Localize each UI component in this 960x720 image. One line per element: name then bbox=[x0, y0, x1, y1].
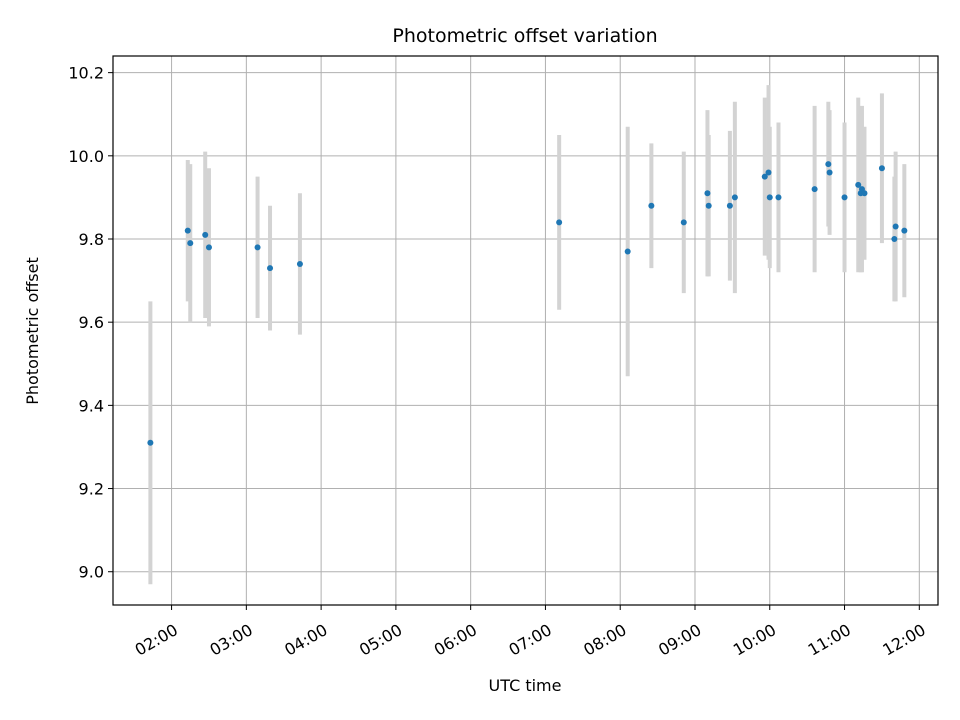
data-point bbox=[187, 240, 194, 247]
x-tick-label: 07:00 bbox=[506, 620, 555, 660]
data-point bbox=[648, 202, 655, 209]
data-point bbox=[826, 169, 833, 176]
data-point bbox=[841, 194, 848, 201]
y-tick-label: 10.2 bbox=[68, 64, 104, 83]
data-point bbox=[205, 244, 212, 251]
plot-frame bbox=[112, 55, 939, 606]
data-point bbox=[184, 227, 191, 234]
data-point bbox=[891, 236, 898, 242]
data-point bbox=[761, 173, 768, 180]
data-point bbox=[147, 439, 154, 446]
data-point bbox=[892, 223, 899, 230]
error-bars bbox=[148, 85, 907, 585]
data-point bbox=[267, 265, 274, 272]
data-point bbox=[704, 190, 711, 197]
data-point bbox=[731, 194, 738, 201]
data-point bbox=[861, 190, 868, 197]
x-tick-label: 11:00 bbox=[805, 620, 854, 660]
data-point bbox=[202, 231, 209, 238]
data-point bbox=[775, 194, 782, 201]
y-tick-label: 9.6 bbox=[79, 313, 104, 332]
data-point bbox=[825, 161, 832, 168]
x-axis-ticks: 02:00 03:00 04:00 05:00 06:00 07:00 08:00 09:00… bbox=[132, 605, 929, 660]
data-point bbox=[705, 202, 712, 209]
data-point bbox=[254, 244, 261, 251]
data-point bbox=[878, 165, 885, 172]
data-points bbox=[147, 161, 908, 446]
y-axis-label: Photometric offset bbox=[23, 257, 42, 405]
data-point bbox=[766, 194, 773, 201]
data-point bbox=[811, 186, 818, 193]
y-tick-label: 9.0 bbox=[79, 563, 104, 582]
data-point bbox=[901, 227, 908, 234]
x-tick-label: 10:00 bbox=[730, 620, 779, 660]
x-axis-label: UTC time bbox=[489, 676, 562, 695]
data-point bbox=[765, 169, 772, 176]
x-tick-label: 05:00 bbox=[356, 620, 405, 660]
data-point bbox=[680, 219, 687, 226]
x-tick-label: 08:00 bbox=[580, 620, 629, 660]
x-tick-label: 06:00 bbox=[431, 620, 480, 660]
data-point bbox=[624, 248, 631, 255]
y-tick-label: 10.0 bbox=[68, 147, 104, 166]
data-point bbox=[556, 219, 563, 226]
x-tick-label: 09:00 bbox=[655, 620, 704, 660]
x-tick-label: 04:00 bbox=[281, 620, 330, 660]
grid-lines bbox=[113, 56, 938, 605]
chart-title: Photometric offset variation bbox=[392, 25, 657, 47]
y-tick-label: 9.2 bbox=[79, 480, 104, 499]
y-axis-ticks: 9.0 9.2 9.4 9.6 9.8 10.0 10.2 bbox=[68, 64, 113, 582]
data-point bbox=[726, 202, 733, 209]
x-tick-label: 03:00 bbox=[206, 620, 255, 660]
y-tick-label: 9.8 bbox=[79, 230, 104, 249]
x-tick-label: 02:00 bbox=[132, 620, 181, 660]
data-point bbox=[296, 260, 303, 267]
y-tick-label: 9.4 bbox=[79, 396, 104, 415]
data-point bbox=[855, 181, 862, 188]
x-tick-label: 12:00 bbox=[879, 620, 928, 660]
